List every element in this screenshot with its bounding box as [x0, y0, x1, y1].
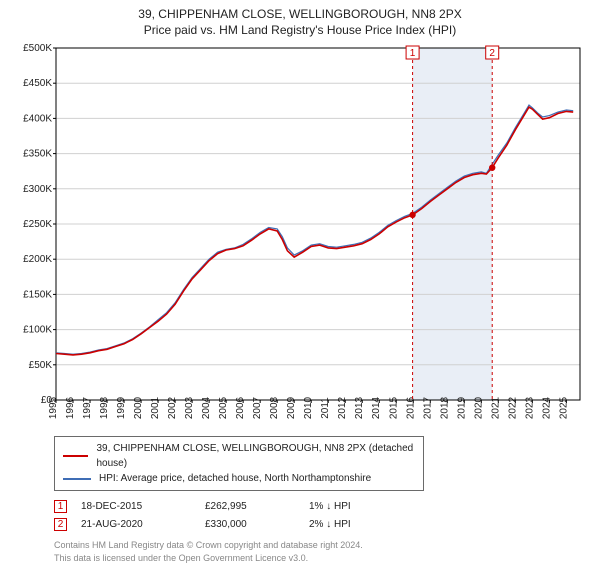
- svg-text:2: 2: [489, 48, 495, 59]
- credits-line: Contains HM Land Registry data © Crown c…: [54, 539, 590, 551]
- svg-text:£400K: £400K: [23, 114, 52, 125]
- legend-label: HPI: Average price, detached house, Nort…: [99, 471, 371, 486]
- svg-text:1: 1: [410, 48, 416, 59]
- chart-title-address: 39, CHIPPENHAM CLOSE, WELLINGBOROUGH, NN…: [10, 6, 590, 22]
- legend-swatch: [63, 478, 91, 480]
- sale-marker-box: 1: [54, 500, 67, 513]
- svg-text:£150K: £150K: [23, 290, 52, 301]
- credits: Contains HM Land Registry data © Crown c…: [54, 539, 590, 563]
- svg-text:£450K: £450K: [23, 79, 52, 90]
- svg-text:£100K: £100K: [23, 325, 52, 336]
- sale-price: £330,000: [205, 519, 295, 530]
- legend-item: HPI: Average price, detached house, Nort…: [63, 471, 415, 486]
- sale-date: 21-AUG-2020: [81, 519, 191, 530]
- legend: 39, CHIPPENHAM CLOSE, WELLINGBOROUGH, NN…: [54, 436, 424, 491]
- credits-line: This data is licensed under the Open Gov…: [54, 552, 590, 564]
- chart-svg: £0£50K£100K£150K£200K£250K£300K£350K£400…: [10, 42, 590, 432]
- sale-hpi-diff: 1% ↓ HPI: [309, 501, 399, 512]
- svg-text:£50K: £50K: [29, 360, 53, 371]
- legend-item: 39, CHIPPENHAM CLOSE, WELLINGBOROUGH, NN…: [63, 441, 415, 471]
- svg-text:£500K: £500K: [23, 43, 52, 54]
- svg-text:£250K: £250K: [23, 219, 52, 230]
- sale-date: 18-DEC-2015: [81, 501, 191, 512]
- svg-text:£200K: £200K: [23, 255, 52, 266]
- sales-row: 1 18-DEC-2015 £262,995 1% ↓ HPI: [54, 497, 590, 515]
- sale-hpi-diff: 2% ↓ HPI: [309, 519, 399, 530]
- legend-label: 39, CHIPPENHAM CLOSE, WELLINGBOROUGH, NN…: [96, 441, 415, 471]
- chart-subtitle: Price paid vs. HM Land Registry's House …: [10, 22, 590, 38]
- sales-table: 1 18-DEC-2015 £262,995 1% ↓ HPI 2 21-AUG…: [54, 497, 590, 533]
- sale-price: £262,995: [205, 501, 295, 512]
- sales-row: 2 21-AUG-2020 £330,000 2% ↓ HPI: [54, 515, 590, 533]
- svg-text:£300K: £300K: [23, 184, 52, 195]
- legend-swatch: [63, 455, 88, 457]
- price-chart: £0£50K£100K£150K£200K£250K£300K£350K£400…: [10, 42, 590, 432]
- sale-marker-box: 2: [54, 518, 67, 531]
- svg-text:£350K: £350K: [23, 149, 52, 160]
